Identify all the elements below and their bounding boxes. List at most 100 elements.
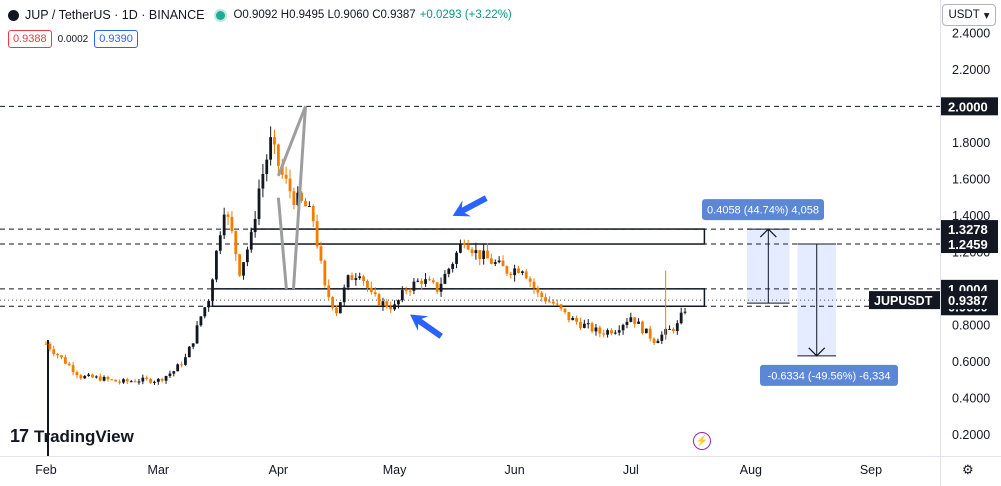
symbol-title[interactable]: JUP / TetherUS · 1D · BINANCE <box>25 8 205 22</box>
candle-body <box>610 330 613 334</box>
support-zone[interactable] <box>211 288 706 308</box>
x-tick-label: Jul <box>623 463 639 477</box>
drawn-arrow-line[interactable] <box>276 105 307 177</box>
candle-body <box>114 379 118 382</box>
candle-body <box>625 321 629 325</box>
candle-body <box>462 243 466 245</box>
candle-body <box>292 191 296 205</box>
candle-body <box>470 249 474 254</box>
candle-body <box>431 280 435 283</box>
gear-icon[interactable]: ⚙ <box>962 462 974 477</box>
ask-price[interactable]: 0.9390 <box>94 30 138 48</box>
symbol-header[interactable]: JUP / TetherUS · 1D · BINANCE O0.9092 H0… <box>8 6 512 24</box>
candle-body <box>307 206 311 208</box>
candle-body <box>280 165 284 175</box>
y-tick-label: 0.2000 <box>952 428 990 442</box>
candle-body <box>517 268 520 273</box>
candle-body <box>145 377 149 379</box>
level-badge-label: 2.0000 <box>948 99 988 114</box>
candle-body <box>276 144 280 166</box>
blue-arrow-icon[interactable] <box>448 190 490 224</box>
candle-body <box>141 377 145 382</box>
candle-body <box>60 355 63 358</box>
candle-body <box>505 266 509 274</box>
drawn-arrow-line[interactable] <box>276 197 288 290</box>
candle-body <box>683 311 687 313</box>
candle-body <box>459 243 462 253</box>
candle-body <box>98 376 102 381</box>
candle-body <box>408 290 412 292</box>
drawn-arrow-line[interactable] <box>291 106 307 290</box>
currency-button[interactable]: USDT ▾ <box>942 4 996 26</box>
candle-body <box>412 281 416 291</box>
candle-body <box>207 300 211 308</box>
x-tick-label: Aug <box>740 463 762 477</box>
candle-body <box>91 374 94 378</box>
candle-body <box>447 268 451 274</box>
level-badge <box>941 220 998 239</box>
candle-body <box>164 375 168 381</box>
bid-price[interactable]: 0.9388 <box>8 30 52 48</box>
x-tick-label: Mar <box>148 463 170 477</box>
candle-body <box>424 279 427 284</box>
candle-body <box>149 378 152 383</box>
candle-body <box>346 275 350 288</box>
candle-body <box>544 297 548 302</box>
candle-body <box>122 379 125 383</box>
x-tick-label: Apr <box>269 463 288 477</box>
level-badge <box>941 235 998 254</box>
tradingview-wordmark: TradingView <box>34 426 134 446</box>
candle-body <box>373 292 377 295</box>
candle-body <box>513 268 517 276</box>
resistance-zone[interactable] <box>250 228 706 245</box>
candle-body <box>342 287 346 303</box>
candle-body <box>94 376 98 378</box>
candle-body <box>675 323 679 332</box>
chevron-down-icon: ▾ <box>983 10 990 22</box>
candle-body <box>300 192 304 201</box>
tradingview-logo: 17 TradingView <box>10 426 134 447</box>
projection-arrowhead <box>759 228 777 238</box>
projection-label-box <box>760 364 898 386</box>
blue-arrow-icon[interactable] <box>405 307 446 344</box>
candle-body <box>637 321 640 324</box>
candle-body <box>400 290 404 301</box>
candle-body <box>265 159 269 175</box>
candle-body <box>253 219 257 233</box>
candle-body <box>404 290 408 292</box>
tradingview-mark-icon: 17 <box>10 426 29 446</box>
candle-body <box>195 325 199 344</box>
candle-body <box>44 343 48 345</box>
candle-body <box>362 276 365 281</box>
candle-body <box>598 327 602 334</box>
candle-body <box>230 216 234 232</box>
candle-body <box>184 357 187 365</box>
y-tick-label: 2.4000 <box>952 26 990 40</box>
projection-label: 0.4058 (44.74%) 4,058 <box>707 205 819 217</box>
candle-body <box>443 273 447 284</box>
lightning-icon[interactable]: ⚡ <box>693 432 711 450</box>
candle-body <box>563 308 567 313</box>
candle-body <box>273 137 276 145</box>
candle-body <box>160 378 164 381</box>
level-badge-label: 1.2459 <box>948 237 988 252</box>
candle-body <box>269 137 273 160</box>
candle-body <box>393 304 396 310</box>
candle-body <box>172 371 176 374</box>
candle-body <box>284 174 288 179</box>
candle-body <box>156 378 160 382</box>
candle-body <box>482 250 486 260</box>
candle-body <box>668 328 671 330</box>
candle-body <box>133 381 137 383</box>
candle-body <box>199 316 203 326</box>
y-tick-label: 0.4000 <box>952 391 990 405</box>
projection-label: -0.6334 (-49.56%) -6,334 <box>768 370 891 382</box>
candle-body <box>439 283 443 292</box>
candle-body <box>203 307 207 317</box>
candle-body <box>509 273 513 276</box>
candle-body <box>319 246 323 261</box>
projection-arrowhead <box>808 347 826 357</box>
candle-body <box>75 372 79 376</box>
candle-body <box>137 381 141 383</box>
